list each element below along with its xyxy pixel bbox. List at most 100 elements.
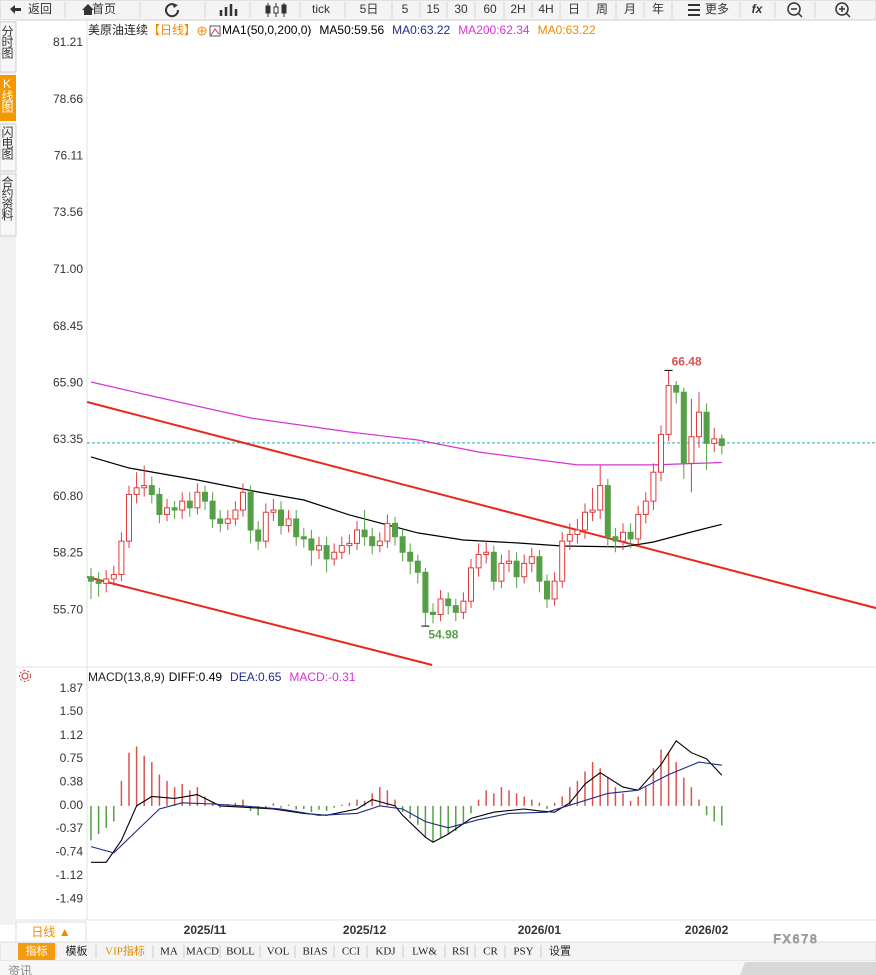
toolbar-item[interactable]: 2H [510, 2, 525, 16]
sidebar-label[interactable]: 分时图 [0, 25, 14, 59]
toolbar-item[interactable]: 5 [402, 2, 409, 16]
back-icon[interactable] [10, 5, 21, 14]
toolbar-item[interactable]: 30 [454, 2, 468, 16]
menu-icon[interactable] [688, 4, 700, 16]
news-bar-shape [740, 962, 876, 975]
candle-body [255, 529, 262, 542]
fx-icon[interactable]: fx [752, 2, 764, 16]
indicator-tab[interactable]: RSI [452, 946, 469, 958]
chart-title: 美原油连续 [88, 22, 148, 37]
indicator-tab[interactable]: BOLL [226, 946, 255, 958]
y-tick-label: 73.56 [53, 205, 83, 219]
toolbar-item[interactable]: 15 [426, 2, 440, 16]
toolbar-item[interactable]: 返回 [28, 2, 52, 16]
candle-body [171, 507, 178, 511]
candle-body [270, 509, 277, 513]
indicator-tab[interactable]: KDJ [375, 946, 396, 958]
indicator-tab[interactable]: VOL [267, 946, 290, 958]
candle-body [460, 600, 467, 613]
y-tick-label: 1.12 [60, 728, 84, 742]
candle-body [673, 385, 680, 393]
indicator-tab[interactable]: CR [483, 946, 498, 958]
candle-body [133, 487, 140, 495]
indicator-tab[interactable]: MACD [186, 946, 219, 958]
indicator-tab[interactable]: 指标 [26, 944, 48, 958]
candle-icon[interactable] [265, 3, 287, 17]
candle-body [680, 391, 687, 464]
toolbar-item[interactable]: 月 [624, 2, 636, 16]
candle-body [642, 500, 649, 515]
sidebar-label[interactable]: K线图 [0, 77, 14, 113]
sidebar-tab[interactable] [0, 21, 17, 73]
candle-body [528, 556, 535, 564]
candle-body [148, 485, 155, 495]
candle-body [521, 562, 528, 578]
toolbar-item[interactable]: tick [312, 2, 331, 16]
indicator-tab[interactable]: 设置 [549, 945, 571, 958]
home-icon[interactable] [82, 4, 94, 15]
sidebar-tab-active[interactable] [0, 75, 16, 121]
candle-body [285, 518, 292, 527]
legend-item: MACD:-0.31 [289, 670, 355, 684]
candle-body [338, 545, 345, 553]
sidebar-tab[interactable] [0, 123, 17, 172]
indicator-tab[interactable]: VIP指标 [105, 944, 145, 958]
toolbar-item[interactable]: 60 [483, 2, 497, 16]
candle-body [126, 493, 132, 542]
candle-body [88, 576, 94, 582]
candle-body [536, 556, 543, 582]
period-selector-label[interactable]: 日线 ▲ [31, 925, 70, 939]
refresh-arrow [172, 3, 178, 8]
plot-area [87, 370, 876, 666]
candle-body [217, 518, 224, 524]
high-label: 66.48 [672, 355, 702, 369]
candle-body [209, 500, 216, 520]
candle-body [331, 551, 338, 560]
y-tick-label: 58.25 [53, 546, 83, 560]
settings-icon[interactable] [19, 670, 31, 682]
candle-body [376, 540, 383, 547]
refresh-icon[interactable] [165, 3, 180, 18]
candle-body [665, 385, 672, 435]
toolbar-item[interactable]: 年 [652, 2, 664, 16]
toolbar-item[interactable]: 4H [538, 2, 553, 16]
toolbar-item[interactable]: 首页 [92, 2, 116, 16]
sidebar-label[interactable]: 合约资料 [0, 175, 14, 221]
zoom-in-icon[interactable] [835, 2, 851, 18]
bar-icon[interactable] [219, 4, 238, 16]
candle-body [186, 500, 193, 509]
indicator-tab[interactable]: CCI [342, 946, 361, 958]
toolbar-item[interactable]: 日 [568, 2, 580, 16]
legend-item: DEA:0.65 [230, 670, 282, 684]
zoom-out-icon[interactable] [787, 2, 803, 18]
y-tick-label: 55.70 [53, 602, 83, 616]
candle-body [346, 542, 353, 547]
news-tab[interactable]: 资讯 [8, 964, 32, 975]
toolbar-item[interactable]: 5日 [360, 2, 379, 16]
legend-item: MA1(50,0,200,0) [222, 23, 311, 37]
candle-body [498, 562, 505, 582]
toolbar-item[interactable]: 更多 [705, 2, 729, 16]
x-tick-label: 2025/12 [343, 923, 387, 937]
y-tick-label: 71.00 [53, 262, 83, 276]
indicator-tab[interactable]: MA [160, 946, 178, 958]
y-tick-label: 78.66 [53, 92, 83, 106]
indicator-tab[interactable]: LW& [412, 946, 437, 958]
indicator-tab[interactable]: 模板 [66, 944, 88, 958]
candle-body [323, 545, 330, 560]
period-icon [197, 26, 207, 36]
candle-body [300, 536, 307, 540]
candle-body [566, 533, 573, 542]
indicator-tab[interactable]: BIAS [302, 946, 327, 958]
candle-body [475, 553, 482, 569]
candle-body [468, 567, 474, 602]
indicator-icon [210, 28, 220, 36]
toolbar-item[interactable]: 周 [596, 2, 608, 16]
x-tick-label: 2026/01 [518, 923, 562, 937]
candle-body [224, 518, 231, 524]
sidebar-tab[interactable] [0, 173, 17, 237]
sidebar-label[interactable]: 闪电图 [0, 126, 14, 160]
y-tick-label: 0.75 [60, 751, 84, 765]
indicator-tab[interactable]: PSY [513, 946, 533, 958]
candle-body [574, 529, 581, 535]
